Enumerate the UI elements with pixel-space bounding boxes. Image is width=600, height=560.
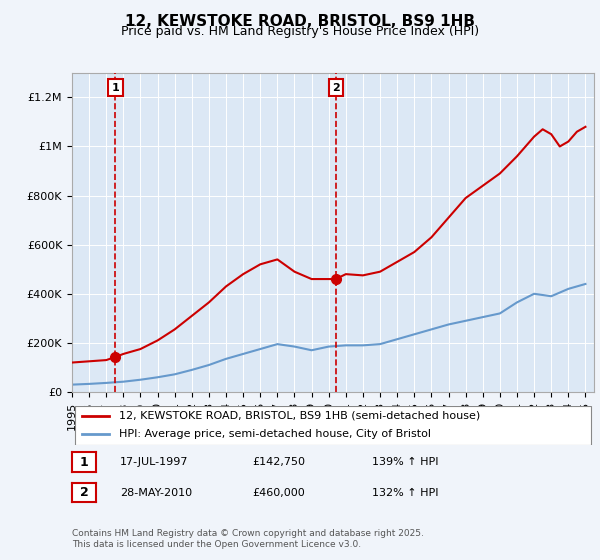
Text: 17-JUL-1997: 17-JUL-1997 <box>120 457 188 467</box>
Text: 139% ↑ HPI: 139% ↑ HPI <box>372 457 439 467</box>
Text: 12, KEWSTOKE ROAD, BRISTOL, BS9 1HB: 12, KEWSTOKE ROAD, BRISTOL, BS9 1HB <box>125 14 475 29</box>
Text: Price paid vs. HM Land Registry's House Price Index (HPI): Price paid vs. HM Land Registry's House … <box>121 25 479 38</box>
Text: 12, KEWSTOKE ROAD, BRISTOL, BS9 1HB (semi-detached house): 12, KEWSTOKE ROAD, BRISTOL, BS9 1HB (sem… <box>119 411 480 421</box>
Text: HPI: Average price, semi-detached house, City of Bristol: HPI: Average price, semi-detached house,… <box>119 429 431 439</box>
Text: £460,000: £460,000 <box>252 488 305 498</box>
Text: 1: 1 <box>80 455 88 469</box>
Text: Contains HM Land Registry data © Crown copyright and database right 2025.
This d: Contains HM Land Registry data © Crown c… <box>72 529 424 549</box>
Text: £142,750: £142,750 <box>252 457 305 467</box>
Text: 1: 1 <box>112 82 119 92</box>
Text: 132% ↑ HPI: 132% ↑ HPI <box>372 488 439 498</box>
Text: 2: 2 <box>80 486 88 500</box>
Text: 28-MAY-2010: 28-MAY-2010 <box>120 488 192 498</box>
Text: 2: 2 <box>332 82 340 92</box>
